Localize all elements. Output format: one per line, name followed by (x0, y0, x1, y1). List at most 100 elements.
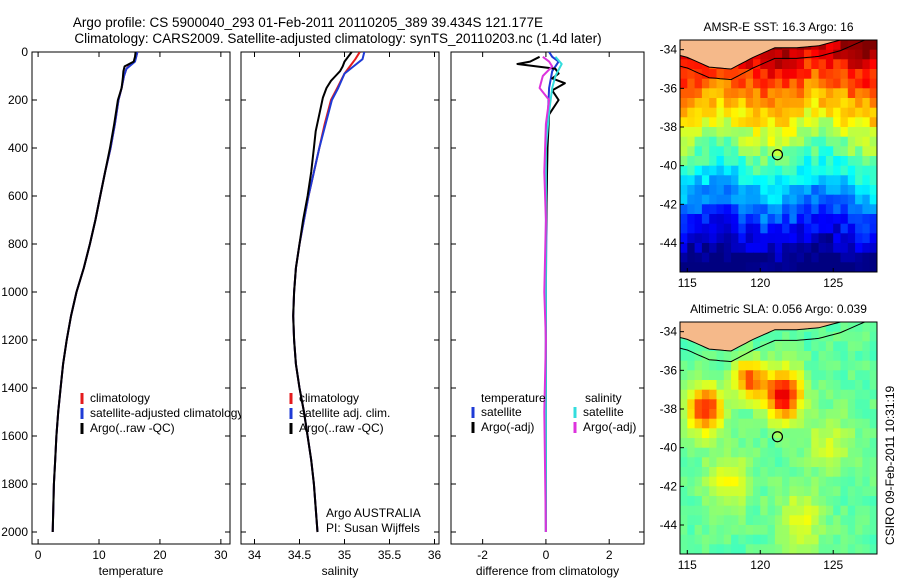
sst-map-argo-marker (771, 149, 784, 161)
sla-map-grid-cell (862, 544, 871, 554)
sst-map-grid-cell (789, 59, 798, 70)
sla-map-grid-cell (738, 438, 747, 449)
sla-map-grid-cell (818, 476, 827, 487)
sla-map-grid-cell (855, 544, 863, 554)
sst-map-grid-cell (709, 88, 718, 99)
sla-map-grid-cell (818, 351, 827, 362)
sst-map-grid-cell (767, 165, 776, 176)
sst-map-grid-cell (680, 165, 688, 176)
sst-map-grid-cell (767, 98, 776, 109)
sla-map-grid-cell (767, 447, 776, 458)
sla-map-grid-cell (738, 525, 747, 536)
sla-map-grid-cell (687, 409, 696, 420)
sla-map-grid-cell (818, 467, 827, 478)
sst-map-grid-cell (811, 165, 820, 176)
sst-map-grid-cell (782, 262, 790, 272)
sst-map-grid-cell (855, 117, 863, 128)
sst-map-grid-cell (825, 223, 834, 234)
sst-map-grid-cell (847, 78, 856, 89)
sst-map-grid-cell (869, 252, 877, 263)
sla-map-grid-cell (687, 457, 696, 468)
sla-map-grid-cell (825, 399, 834, 410)
salinity-panel: 34 34.5 35 35.5 36 salinity climatologysatelli… (240, 51, 441, 578)
sst-map-grid-cell (782, 194, 790, 205)
sst-map-grid-cell (789, 98, 798, 109)
sst-map-grid-cell (818, 107, 827, 118)
sst-map-grid-cell (796, 117, 805, 128)
sla-map-grid-cell (701, 351, 710, 362)
sla-map-grid-cell (738, 496, 747, 507)
sla-map-x-tick-label: 120 (750, 558, 770, 572)
sst-map-grid-cell (694, 156, 703, 167)
sla-map-grid-cell (840, 457, 849, 468)
sla-map-grid-cell (723, 544, 732, 554)
sla-map-grid-cell (694, 360, 703, 371)
sla-map-grid-cell (731, 360, 739, 371)
sla-map-grid-cell (716, 438, 725, 449)
sst-map-grid-cell (767, 78, 776, 89)
sst-map-grid-cell (709, 127, 718, 138)
sla-map-grid-cell (680, 496, 688, 507)
sla-map-grid-cell (818, 380, 827, 391)
sst-map-grid-cell (855, 127, 863, 138)
sla-map-grid-cell (731, 380, 739, 391)
sst-map-grid-cell (869, 204, 877, 215)
temperature-y-tick-label: 800 (8, 237, 28, 251)
sst-map-grid-cell (862, 194, 871, 205)
sst-map-grid-cell (745, 165, 754, 176)
sla-map-grid-cell (745, 544, 754, 554)
sst-map-grid-cell (767, 88, 776, 99)
sla-map-grid-cell (804, 418, 812, 429)
sst-map-grid-cell (862, 98, 871, 109)
sla-map-grid-cell (840, 341, 849, 352)
sla-map-grid-cell (738, 476, 747, 487)
sla-map-grid-cell (796, 418, 805, 429)
sla-map-grid-cell (723, 409, 732, 420)
sla-map-grid-cell (774, 515, 783, 526)
sst-map-grid-cell (745, 223, 754, 234)
sst-map-grid-cell (782, 117, 790, 128)
sla-map-grid-cell (767, 486, 776, 497)
sla-map-x-tick-label: 115 (678, 558, 697, 572)
sla-map-grid-cell (731, 534, 739, 545)
sla-map-grid-cell (825, 525, 834, 536)
temperature-y-tick-label: 2000 (1, 525, 28, 539)
sla-map-grid-cell (789, 457, 798, 468)
sla-map-grid-cell (789, 525, 798, 536)
sla-map-grid-cell (745, 438, 754, 449)
sst-map-grid-cell (840, 175, 849, 186)
sst-map-grid-cell (811, 223, 820, 234)
sla-map-grid-cell (847, 544, 856, 554)
sst-map-grid-cell (862, 78, 871, 89)
sla-map-grid-cell (753, 428, 761, 439)
sst-map-grid-cell (687, 69, 696, 80)
sst-map-grid-cell (840, 136, 849, 147)
sst-map-grid-cell (680, 98, 688, 109)
sst-map-grid-cell (818, 127, 827, 138)
sst-map-grid-cell (701, 156, 710, 167)
sst-map-grid-cell (840, 117, 849, 128)
sst-map-grid-cell (840, 98, 849, 109)
sst-map-grid-cell (716, 156, 725, 167)
sla-map-grid-cell (723, 525, 732, 536)
sst-map-grid-cell (855, 59, 863, 70)
sla-map-grid-cell (804, 505, 812, 516)
sla-map-grid-cell (767, 331, 776, 342)
salinity-x-axis-label: salinity (322, 564, 359, 578)
sla-map-grid-cell (796, 476, 805, 487)
sla-map-grid-cell (680, 438, 688, 449)
sst-map-grid-cell (804, 243, 812, 254)
sst-map-grid-cell (745, 98, 754, 109)
sst-map-grid-cell (694, 127, 703, 138)
sla-map-grid-cell (862, 534, 871, 545)
sst-map-grid-cell (723, 185, 732, 196)
sst-map-grid-cell (855, 146, 863, 157)
sla-map-grid-cell (731, 486, 739, 497)
sst-map-grid-cell (694, 262, 703, 272)
sst-map-grid-cell (774, 165, 783, 176)
sst-map-grid-cell (804, 69, 812, 80)
sst-map-grid-cell (847, 156, 856, 167)
sst-map-grid-cell (847, 175, 856, 186)
sla-map-grid-cell (709, 486, 718, 497)
sla-map-grid-cell (855, 467, 863, 478)
